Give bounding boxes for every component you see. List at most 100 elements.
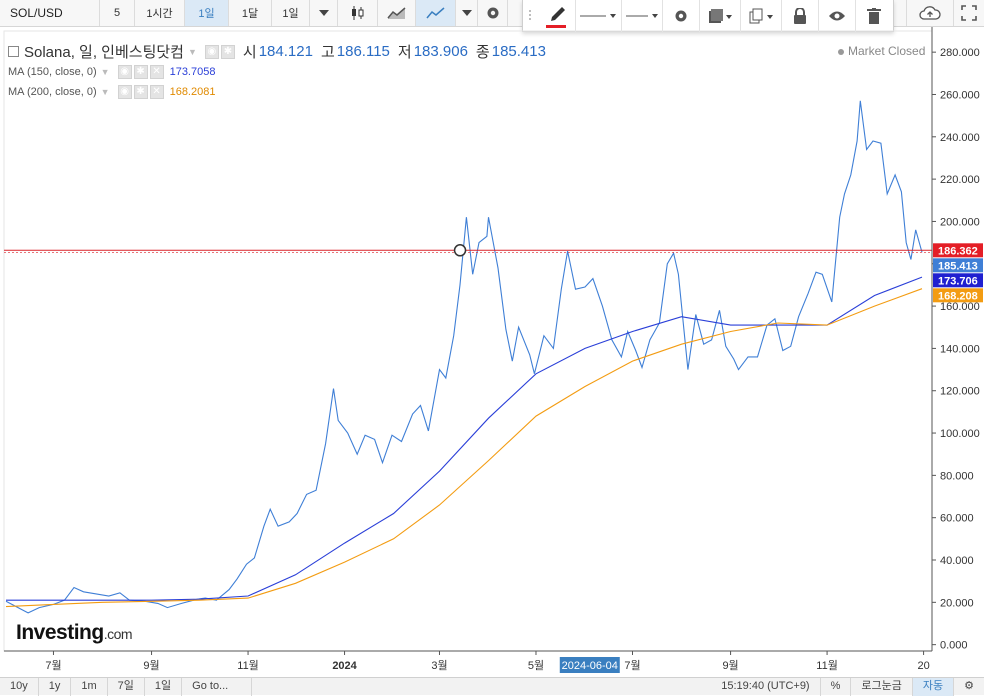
- ma200-close-icon[interactable]: ✕: [149, 85, 164, 99]
- series-line-ma: [6, 276, 923, 601]
- range-1y-button[interactable]: 1y: [39, 677, 72, 696]
- line-style-dropdown[interactable]: [622, 0, 664, 32]
- candlestick-chart-icon[interactable]: [338, 0, 378, 26]
- chart-area[interactable]: 280.000260.000240.000220.000200.000180.0…: [0, 27, 984, 677]
- ma150-close-icon[interactable]: ✕: [149, 65, 164, 79]
- y-tick-label: 160.000: [940, 301, 980, 313]
- open-label: 시: [242, 44, 257, 61]
- legend-title: Solana, 일, 인베스팅닷컴: [24, 44, 184, 61]
- y-tick-label: 120.000: [940, 386, 980, 398]
- y-tick-label: 60.000: [940, 513, 974, 525]
- ma200-caret-icon[interactable]: ▼: [100, 87, 110, 97]
- pencil-color-icon[interactable]: [537, 0, 576, 32]
- percent-toggle[interactable]: %: [821, 677, 852, 696]
- crosshair-date-box: [559, 657, 620, 673]
- cloud-upload-icon[interactable]: [906, 0, 954, 26]
- price-chart[interactable]: 280.000260.000240.000220.000200.000180.0…: [0, 27, 984, 677]
- chart-type-caret-icon[interactable]: [456, 0, 478, 26]
- price-label-text: 173.706: [938, 275, 978, 287]
- price-label-box: [933, 258, 983, 273]
- y-tick-label: 0.000: [940, 640, 968, 652]
- x-tick-label: 7월: [624, 659, 640, 672]
- x-tick-label: 9월: [722, 659, 738, 672]
- price-label-text: 186.362: [938, 245, 978, 257]
- log-scale-toggle[interactable]: 로그눈금: [851, 677, 913, 696]
- template-icon[interactable]: [700, 0, 742, 32]
- line-chart-icon[interactable]: [416, 0, 456, 26]
- ma150-caret-icon[interactable]: ▼: [100, 67, 110, 77]
- line-anchor-handle: [453, 244, 467, 257]
- settings-gear-icon[interactable]: [478, 0, 508, 26]
- price-label-box: [933, 288, 983, 303]
- low-value: 183.906: [413, 43, 468, 60]
- plot-border: [3, 30, 933, 652]
- interval-5-button[interactable]: 5: [100, 0, 135, 26]
- investing-logo: Investing.com: [16, 621, 133, 645]
- y-tick-label: 80.000: [940, 470, 974, 482]
- drag-handle-icon[interactable]: [523, 0, 537, 32]
- auto-scale-toggle[interactable]: 자동: [912, 677, 955, 696]
- lock-icon[interactable]: [782, 0, 819, 32]
- y-tick-label: 280.000: [940, 47, 980, 59]
- line-width-dropdown[interactable]: [576, 0, 623, 32]
- bottom-bar: 10y 1y 1m 7일 1일 Go to... 15:19:40 (UTC+9…: [0, 677, 984, 696]
- range-7d-button[interactable]: 7일: [108, 677, 145, 696]
- ma150-settings-icon[interactable]: ✱: [133, 65, 148, 79]
- interval-caret-icon[interactable]: [310, 0, 338, 26]
- price-label-box: [933, 243, 983, 258]
- legend-caret-icon[interactable]: ▼: [187, 46, 197, 57]
- legend-ma150: MA (150, close, 0) ▼ ◉ ✱ ✕ 173.7058: [8, 65, 215, 79]
- drawing-settings-gear-icon[interactable]: [663, 0, 701, 32]
- y-tick-label: 200.000: [940, 216, 980, 228]
- close-label: 종: [475, 44, 490, 61]
- x-tick-label: 9월: [143, 659, 159, 672]
- range-1m-button[interactable]: 1m: [71, 677, 108, 696]
- chart-settings-gear-icon[interactable]: ⚙: [964, 679, 974, 692]
- visibility-eye-icon[interactable]: [819, 0, 856, 32]
- legend-ma200: MA (200, close, 0) ▼ ◉ ✱ ✕ 168.2081: [8, 85, 215, 99]
- clock-text: 15:19:40 (UTC+9): [711, 677, 821, 696]
- y-tick-label: 100.000: [940, 428, 980, 440]
- close-value: 185.413: [491, 43, 546, 60]
- fullscreen-icon[interactable]: [954, 0, 984, 26]
- logo-suffix: .com: [103, 626, 133, 642]
- series-settings-icon[interactable]: ✱: [220, 44, 235, 59]
- crosshair-date-label: 2024-06-04: [562, 660, 618, 672]
- market-status-dot: [838, 48, 844, 55]
- ma150-value: 173.7058: [169, 66, 216, 78]
- open-value: 184.121: [258, 43, 313, 60]
- delete-trash-icon[interactable]: [856, 0, 893, 32]
- collapse-legend-icon[interactable]: [8, 46, 19, 57]
- goto-button[interactable]: Go to...: [182, 677, 253, 696]
- ma200-settings-icon[interactable]: ✱: [133, 85, 148, 99]
- x-tick-label: 2024: [332, 660, 357, 672]
- logo-brand: Investing: [16, 621, 104, 644]
- market-status-text: Market Closed: [848, 44, 926, 58]
- range-1d-button[interactable]: 1일: [145, 677, 183, 696]
- price-label-text: 168.208: [938, 290, 978, 302]
- area-chart-icon[interactable]: [378, 0, 416, 26]
- ma150-label: MA (150, close, 0): [8, 66, 97, 78]
- interval-1h-button[interactable]: 1시간: [135, 0, 185, 26]
- ma150-eye-icon[interactable]: ◉: [117, 65, 132, 79]
- low-label: 저: [397, 44, 412, 61]
- x-tick-label: 20: [917, 660, 929, 672]
- drawing-toolbar: [522, 0, 894, 32]
- series-line-ma: [5, 288, 923, 608]
- range-10y-button[interactable]: 10y: [0, 677, 39, 696]
- high-value: 186.115: [336, 43, 390, 60]
- x-tick-label: 7월: [45, 659, 61, 672]
- ma200-value: 168.2081: [169, 86, 216, 98]
- interval-1m-button[interactable]: 1달: [229, 0, 272, 26]
- interval-1d-button[interactable]: 1일: [185, 0, 229, 26]
- y-tick-label: 240.000: [940, 132, 980, 144]
- clone-icon[interactable]: [741, 0, 782, 32]
- market-status: Market Closed: [838, 44, 925, 58]
- eye-toggle-icon[interactable]: ◉: [204, 44, 219, 59]
- ma200-label: MA (200, close, 0): [8, 86, 97, 98]
- ma200-eye-icon[interactable]: ◉: [117, 85, 132, 99]
- y-tick-label: 140.000: [940, 343, 980, 355]
- symbol-input[interactable]: SOL/USD: [0, 0, 100, 26]
- interval-dropdown-button[interactable]: 1일: [272, 0, 310, 26]
- legend-main: Solana, 일, 인베스팅닷컴 ▼ ◉ ✱ 시 184.121 고 186.…: [8, 41, 546, 62]
